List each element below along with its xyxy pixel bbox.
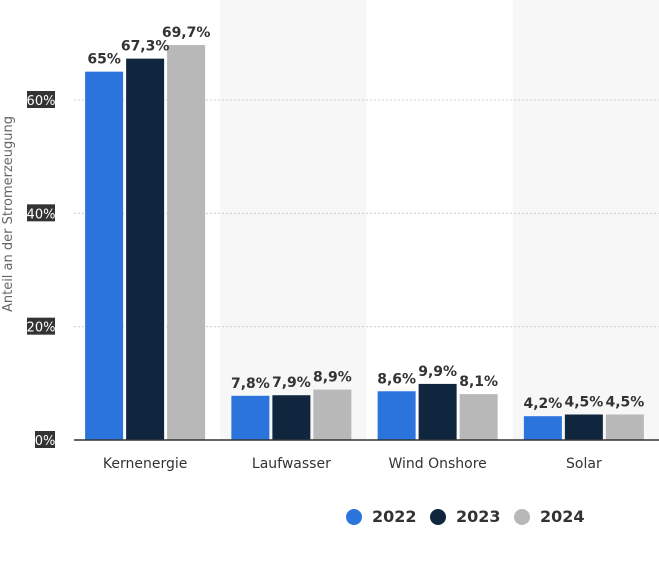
legend-item[interactable]: 2024 <box>514 507 585 526</box>
legend-dot-icon <box>430 508 446 525</box>
data-labels: 65%67,3%69,7% 7,8% 7,9% 8,9% 8,6% 9,9%8,1% 4,2… <box>87 25 644 412</box>
bar[interactable] <box>167 45 206 441</box>
legend-item[interactable]: 2023 <box>430 507 501 526</box>
bar[interactable] <box>272 395 311 440</box>
y-tick: 60% <box>27 91 56 109</box>
category-bands <box>220 0 659 440</box>
legend-label: 2023 <box>456 507 501 526</box>
y-tick-label: 60% <box>27 94 56 109</box>
legend-label: 2024 <box>540 507 585 526</box>
legend-label: 2022 <box>372 507 417 526</box>
bar[interactable] <box>523 416 562 440</box>
bar[interactable] <box>85 71 124 441</box>
category-label: Laufwasser <box>252 456 331 472</box>
y-tick: 0% <box>35 431 56 449</box>
y-tick-label: 0% <box>35 434 56 449</box>
legend-dot-icon <box>514 508 530 525</box>
category-band <box>220 0 367 440</box>
bar[interactable] <box>418 383 457 440</box>
category-label: Kernenergie <box>103 456 187 472</box>
bar[interactable] <box>231 395 270 440</box>
y-tick-box <box>27 317 55 335</box>
data-label: 4,2% <box>523 396 562 412</box>
category-label: Solar <box>566 456 602 472</box>
data-label: 69,7% <box>162 25 211 41</box>
legend-dot-icon <box>346 508 362 525</box>
data-label: 8,9% <box>313 370 352 386</box>
data-label: 8,1% <box>459 374 498 390</box>
y-axis-label: Anteil an der Stromerzeugung <box>1 116 16 312</box>
y-tick-box <box>27 91 55 108</box>
bar[interactable] <box>313 389 352 440</box>
legend-item[interactable]: 2022 <box>346 507 417 526</box>
data-label: 9,9% <box>418 364 457 380</box>
data-label: 7,8% <box>231 376 270 392</box>
y-axis-ticks: 0% 20% 40% 60% <box>27 91 56 449</box>
y-tick-label: 40% <box>27 207 56 222</box>
y-tick: 20% <box>27 317 56 336</box>
data-label: 67,3% <box>121 39 170 55</box>
data-label: 4,5% <box>564 395 603 411</box>
y-tick: 40% <box>27 204 56 222</box>
data-label: 8,6% <box>377 371 416 387</box>
data-label: 4,5% <box>605 395 644 411</box>
data-label: 7,9% <box>272 375 311 391</box>
data-label: 65% <box>87 52 121 68</box>
bar[interactable] <box>605 414 644 441</box>
y-tick-box <box>27 204 55 222</box>
bars <box>85 45 644 441</box>
y-tick-label: 20% <box>27 321 56 336</box>
category-band <box>512 0 659 440</box>
bar[interactable] <box>459 394 498 440</box>
y-tick-box <box>35 431 55 448</box>
category-labels: Kernenergie Laufwasser Wind Onshore Solar <box>103 456 602 472</box>
bar[interactable] <box>126 58 165 441</box>
bar[interactable] <box>377 391 416 440</box>
bar[interactable] <box>564 414 603 441</box>
category-label: Wind Onshore <box>388 456 486 472</box>
